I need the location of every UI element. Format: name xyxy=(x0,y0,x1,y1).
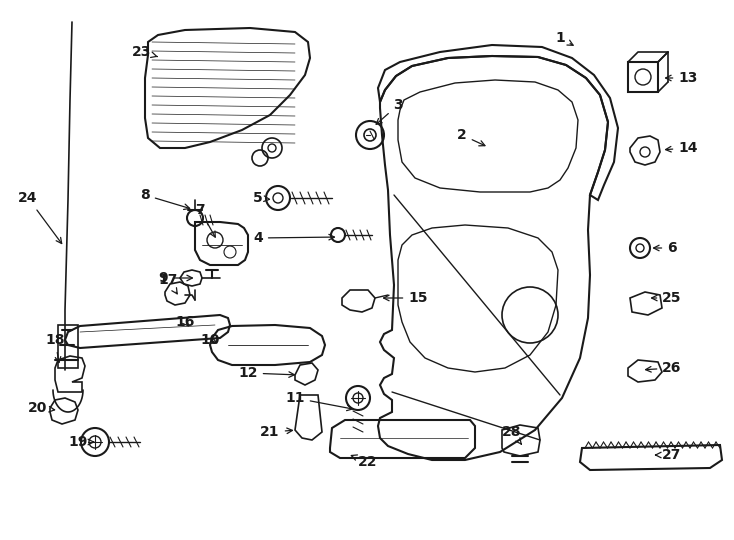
Text: 1: 1 xyxy=(555,31,573,45)
Text: 16: 16 xyxy=(175,315,195,329)
Text: 27: 27 xyxy=(655,448,682,462)
Text: 21: 21 xyxy=(261,425,292,439)
Text: 5: 5 xyxy=(253,191,269,205)
Text: 15: 15 xyxy=(384,291,428,305)
Text: 22: 22 xyxy=(352,455,378,469)
Text: 4: 4 xyxy=(253,231,335,245)
Text: 26: 26 xyxy=(646,361,682,375)
Text: 8: 8 xyxy=(140,188,189,210)
Text: 20: 20 xyxy=(29,401,54,415)
Text: 28: 28 xyxy=(502,425,522,444)
Text: 13: 13 xyxy=(666,71,698,85)
Text: 23: 23 xyxy=(132,45,157,59)
Text: 2: 2 xyxy=(457,128,485,146)
Text: 10: 10 xyxy=(200,333,219,347)
Text: 9: 9 xyxy=(159,271,192,285)
Text: 3: 3 xyxy=(376,98,403,124)
Text: 17: 17 xyxy=(159,273,178,294)
Text: 7: 7 xyxy=(195,203,215,237)
Text: 12: 12 xyxy=(239,366,294,380)
Text: 11: 11 xyxy=(286,391,352,410)
Text: 19: 19 xyxy=(68,435,94,449)
Text: 18: 18 xyxy=(46,333,65,362)
Text: 6: 6 xyxy=(653,241,677,255)
Text: 14: 14 xyxy=(666,141,698,155)
Text: 25: 25 xyxy=(652,291,682,305)
Text: 24: 24 xyxy=(18,191,62,244)
